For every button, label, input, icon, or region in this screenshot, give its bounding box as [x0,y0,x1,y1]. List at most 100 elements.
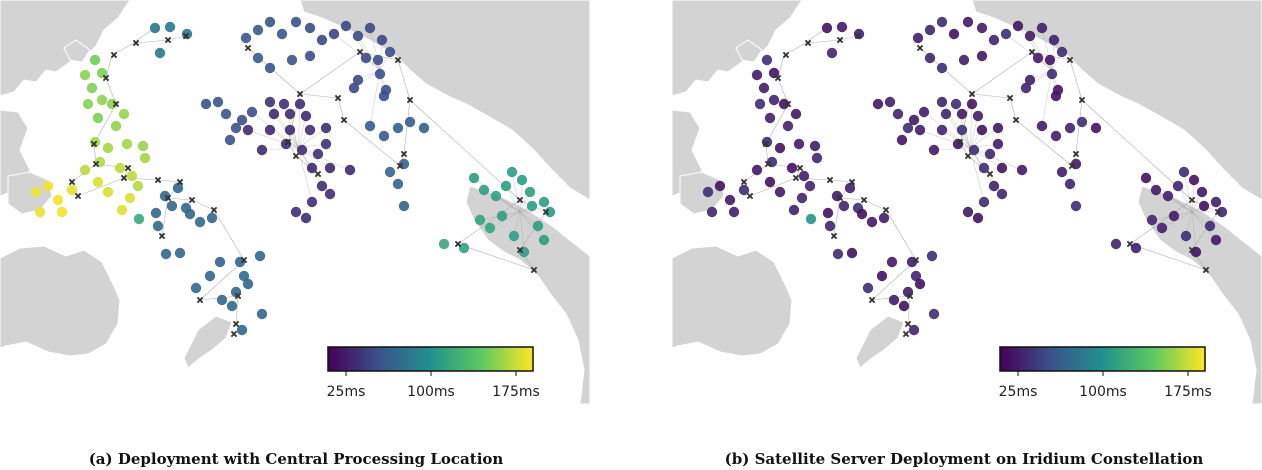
ground-station-node [1050,130,1062,142]
ground-station-node [751,164,763,176]
x-marker-icon [244,44,252,52]
x-marker-icon [836,36,844,44]
ground-station-node [764,112,776,124]
ground-station-node [242,278,254,290]
x-marker-icon [1068,162,1076,170]
network-link [1069,59,1083,101]
ground-station-node [133,213,145,225]
network-link [337,97,345,121]
landmass-shape [971,0,1262,201]
ground-station-node [976,50,988,62]
x-marker-icon [164,36,172,44]
network-link [191,199,215,211]
ground-station-node [902,122,914,134]
ground-station-node [92,176,104,188]
ground-station-node [1076,116,1088,128]
ground-station-node [348,82,360,94]
ground-station-node [296,144,308,156]
ground-station-node [706,206,718,218]
ground-station-node [484,222,496,234]
x-marker-icon [916,44,924,52]
ground-station-node [324,162,336,174]
ground-station-node [968,144,980,156]
ground-station-node [1146,214,1158,226]
ground-station-node [264,16,276,28]
ground-station-node [1046,68,1058,80]
ground-station-node [290,16,302,28]
ground-station-node [126,170,138,182]
ground-station-node [976,124,988,136]
network-link [333,33,381,71]
ground-station-node [962,206,974,218]
ground-station-node [976,22,988,34]
ground-station-node [912,32,924,44]
ground-station-node [490,190,502,202]
ground-station-node [766,156,778,168]
network-link [969,115,979,149]
ground-station-node [352,74,364,86]
ground-station-node [914,124,926,136]
ground-station-node [1050,90,1062,102]
ground-station-node [940,108,952,120]
ground-station-node [474,214,486,226]
network-link [933,147,971,151]
network-link [1129,199,1193,245]
ground-station-node [518,246,530,258]
landmass-shape [679,171,725,215]
colorbar-tick-label: 100ms [407,384,455,400]
ground-station-node [102,142,114,154]
ground-station-node [838,200,850,212]
network-link [511,171,521,213]
ground-station-node [866,216,878,228]
network-link [235,295,239,325]
x-marker-icon [774,74,782,82]
ground-station-node [768,94,780,106]
ground-station-node [1172,180,1184,192]
ground-station-node [950,98,962,110]
ground-station-node [328,28,340,40]
network-link [1041,69,1053,127]
ground-station-node [1024,74,1036,86]
ground-station-node [34,206,46,218]
ground-station-node [761,54,773,66]
ground-station-node [306,196,318,208]
ground-station-node [821,22,833,34]
ground-station-node [378,90,390,102]
ground-station-node [121,138,133,150]
network-link [343,119,401,167]
ground-station-node [1064,122,1076,134]
landmass-shape [183,315,233,369]
ground-station-node [538,234,550,246]
ground-station-node [836,21,848,33]
x-marker-icon [132,39,140,47]
network-link [93,103,117,145]
ground-station-node [214,256,226,268]
x-marker-icon [182,32,190,40]
ground-station-node [516,174,528,186]
ground-station-node [824,220,836,232]
x-marker-icon [848,178,856,186]
ground-station-node [898,300,910,312]
ground-station-node [224,134,236,146]
colorbar-tick-label: 175ms [492,384,540,400]
network-link [941,129,971,149]
network-link [167,197,193,201]
ground-station-node [872,98,884,110]
network-link [765,103,789,145]
x-marker-icon [1006,94,1014,102]
ground-station-node [30,186,42,198]
network-link [297,115,307,149]
ground-station-node [94,156,106,168]
colorbar-tick-label: 175ms [1164,384,1212,400]
x-marker-icon [882,206,890,214]
network-link [863,199,887,211]
x-marker-icon [1012,116,1020,124]
ground-station-layer [30,16,556,336]
ground-station-node [252,52,264,64]
ground-station-node [926,250,938,262]
ground-station-node [404,116,416,128]
x-marker-icon [124,164,132,172]
ground-station-node [1198,200,1210,212]
ground-station-node [804,180,816,192]
ground-station-node [526,200,538,212]
